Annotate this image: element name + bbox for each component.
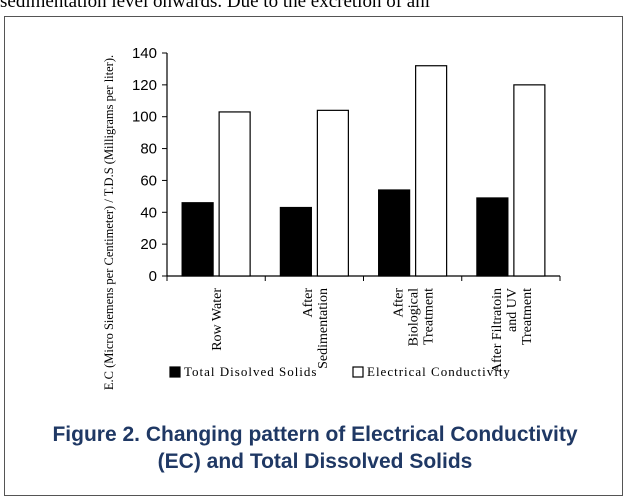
y-tick-label: 80 bbox=[140, 141, 157, 158]
bar-ec-3 bbox=[513, 84, 546, 277]
x-tick-labels: Row Water After Sedimentation After Biologic… bbox=[166, 276, 561, 373]
x-tick-label: After Sedimentation bbox=[301, 288, 331, 369]
x-tick-label-line: After bbox=[301, 288, 316, 318]
legend-label-ec: Electrical Conductivity bbox=[367, 364, 511, 379]
y-axis-label: E.C (Micro Siemens per Centimeter) / T.D… bbox=[102, 55, 116, 390]
bar-ec-0 bbox=[218, 111, 251, 277]
y-tick-label: 20 bbox=[140, 236, 157, 253]
previous-paragraph-text: sedimentation level onwards. Due to the … bbox=[0, 0, 431, 12]
chart-legend: Total Disolved Solids Electrical Conducti… bbox=[169, 364, 511, 379]
caption-line-2: (EC) and Total Dissolved Solids bbox=[157, 450, 473, 473]
y-tick-label: 60 bbox=[140, 172, 157, 189]
bar-ec-2 bbox=[415, 65, 448, 277]
x-tick-label: Row Water bbox=[210, 288, 225, 351]
legend-swatch-ec bbox=[352, 366, 364, 378]
caption-line-1: Figure 2. Changing pattern of Electrical… bbox=[52, 423, 578, 446]
x-tick-label-line: Biological bbox=[407, 288, 422, 346]
y-tick-label: 100 bbox=[132, 109, 157, 126]
chart-bars bbox=[181, 65, 546, 277]
x-tick-label-line: Treatment bbox=[520, 288, 535, 345]
bar-ec-1 bbox=[316, 109, 349, 277]
x-tick-label: After Biological Treatment bbox=[392, 288, 437, 347]
legend-label-tds: Total Disolved Solids bbox=[184, 364, 317, 379]
x-tick-label: After Filtratoin and UV Treatment bbox=[490, 288, 535, 373]
bar-tds-2 bbox=[378, 189, 411, 277]
figure-caption: Figure 2. Changing pattern of Electrical… bbox=[0, 421, 630, 475]
x-tick-label-line: and UV bbox=[505, 288, 520, 332]
x-tick-label-line: Sedimentation bbox=[316, 288, 331, 369]
bar-tds-0 bbox=[181, 202, 214, 277]
y-tick-label: 140 bbox=[132, 45, 157, 62]
bar-tds-1 bbox=[279, 206, 312, 277]
legend-swatch-tds bbox=[169, 366, 181, 378]
x-tick-label-line: After bbox=[392, 288, 407, 318]
y-tick-label: 120 bbox=[132, 77, 157, 94]
x-tick-label-line: Row Water bbox=[210, 288, 225, 351]
y-ticks: 0 20 40 60 80 100 120 140 bbox=[132, 45, 167, 285]
y-tick-label: 40 bbox=[140, 204, 157, 221]
x-tick-label-line: Treatment bbox=[422, 288, 437, 345]
x-tick-label-line: After Filtratoin bbox=[490, 288, 505, 373]
bar-tds-3 bbox=[476, 197, 509, 277]
y-tick-label: 0 bbox=[149, 268, 157, 285]
